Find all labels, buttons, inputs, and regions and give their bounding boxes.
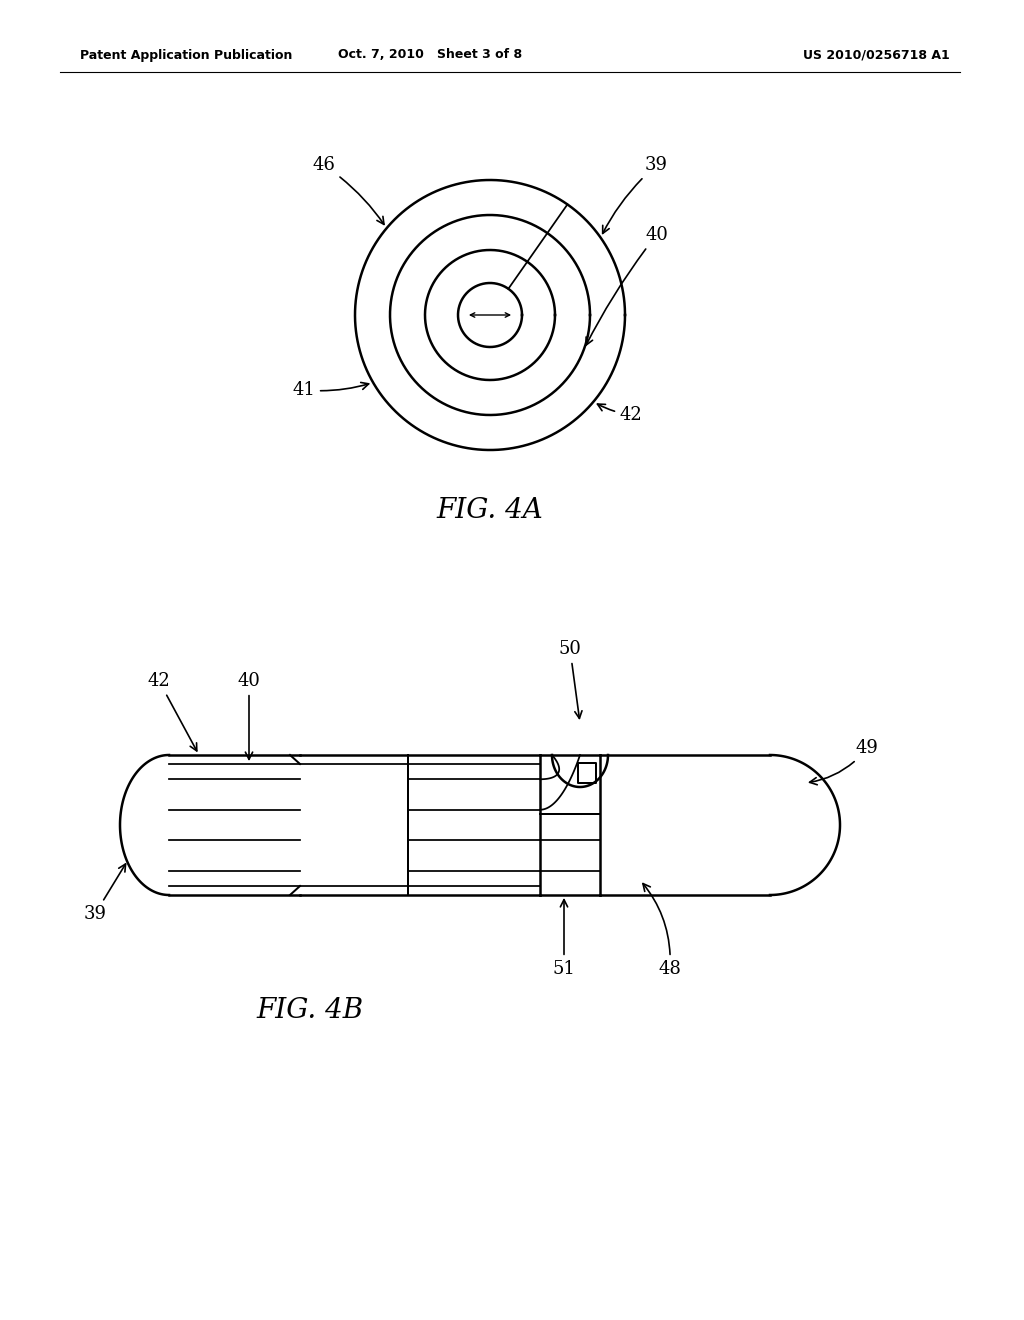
Text: FIG. 4B: FIG. 4B <box>256 997 364 1023</box>
Text: Patent Application Publication: Patent Application Publication <box>80 49 293 62</box>
Text: 51: 51 <box>553 900 575 978</box>
Text: 39: 39 <box>603 156 668 234</box>
Text: 42: 42 <box>147 672 197 751</box>
Text: 46: 46 <box>312 156 384 224</box>
Text: FIG. 4A: FIG. 4A <box>436 496 544 524</box>
Text: US 2010/0256718 A1: US 2010/0256718 A1 <box>803 49 950 62</box>
Text: 50: 50 <box>558 640 582 718</box>
Text: 40: 40 <box>238 672 260 759</box>
Text: 41: 41 <box>292 381 369 399</box>
Text: 42: 42 <box>597 404 643 424</box>
Text: Oct. 7, 2010   Sheet 3 of 8: Oct. 7, 2010 Sheet 3 of 8 <box>338 49 522 62</box>
Text: 40: 40 <box>586 226 668 345</box>
Text: 48: 48 <box>643 883 681 978</box>
Text: 39: 39 <box>84 865 126 923</box>
Text: 49: 49 <box>810 739 879 785</box>
